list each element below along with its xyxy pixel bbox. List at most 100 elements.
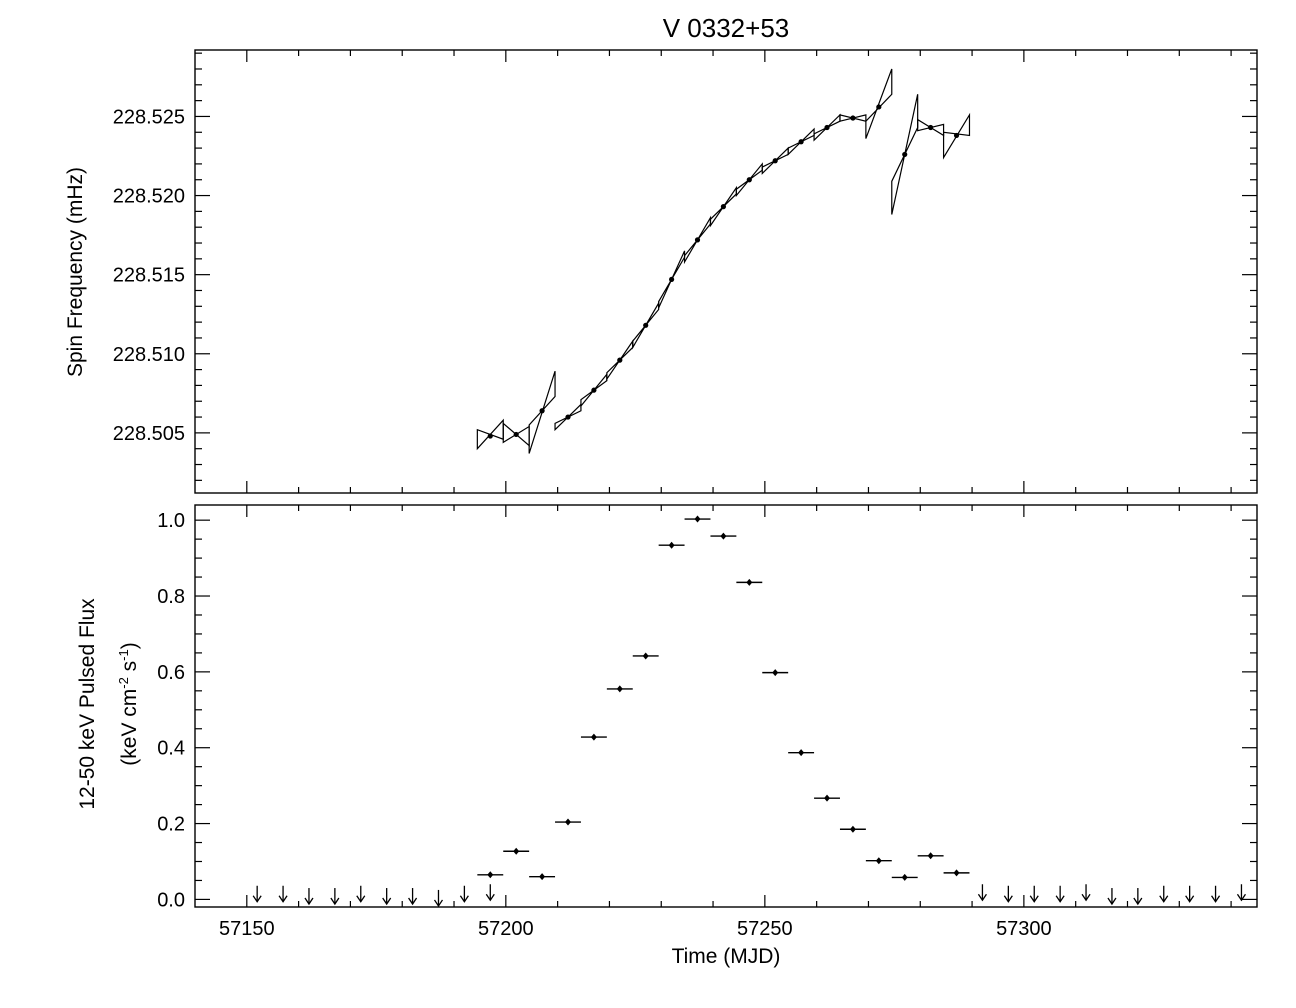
- flux-point: [642, 652, 649, 660]
- upper-limit-arrow-head: [1107, 897, 1117, 906]
- frequency-point: [720, 204, 727, 210]
- flux-point: [564, 818, 571, 826]
- upper-limit-arrow-head: [356, 895, 366, 903]
- flux-point: [513, 847, 520, 855]
- frequency-point: [953, 132, 960, 139]
- upper-limit-arrow-head: [433, 899, 444, 908]
- flux-point: [539, 873, 546, 881]
- frequency-bowtie: [528, 370, 556, 454]
- units-exp1: -2: [116, 677, 131, 689]
- flux-point: [668, 541, 675, 549]
- flux-point: [590, 733, 597, 741]
- bottom-y-axis-units: (keV cm-2 s-1): [116, 642, 141, 765]
- frequency-point: [565, 414, 571, 420]
- upper-limit-arrow-head: [1236, 893, 1247, 902]
- upper-limit-arrow-head: [278, 895, 288, 903]
- units-pre: (keV cm: [118, 689, 141, 766]
- frequency-point: [928, 124, 934, 131]
- y-tick-label: 228.520: [113, 186, 185, 208]
- upper-limit-arrow-head: [1055, 895, 1065, 903]
- upper-limit-arrow-head: [485, 893, 495, 902]
- frequency-point: [772, 158, 778, 164]
- x-axis-title: Time (MJD): [672, 945, 781, 968]
- y-tick-label: 228.525: [113, 106, 185, 128]
- flux-point: [798, 749, 805, 757]
- y-tick-label: 0.0: [157, 889, 185, 911]
- spin-frequency-points: [487, 104, 960, 439]
- frequency-point: [513, 431, 519, 438]
- y-tick-label: 0.6: [157, 662, 185, 684]
- frequency-bowtie: [554, 402, 582, 432]
- flux-point: [694, 515, 701, 523]
- frequency-point: [591, 387, 597, 393]
- frequency-point: [798, 139, 804, 145]
- flux-point: [487, 871, 494, 879]
- x-tick-label: 57300: [996, 918, 1052, 940]
- upper-limit-arrow-head: [304, 897, 314, 906]
- upper-limit-arrow-head: [408, 897, 418, 906]
- flux-point: [772, 669, 779, 677]
- flux-point: [927, 852, 934, 860]
- y-tick-label: 0.8: [157, 586, 185, 608]
- x-tick-label: 57150: [219, 918, 275, 940]
- upper-limit-arrow-head: [1003, 895, 1013, 903]
- upper-limit-arrow-head: [1081, 893, 1091, 902]
- x-tick-label: 57200: [478, 918, 534, 940]
- flux-point: [849, 825, 856, 833]
- frequency-point: [902, 151, 908, 158]
- flux-point: [746, 578, 753, 586]
- flux-point: [953, 869, 960, 877]
- y-tick-label: 0.2: [157, 814, 185, 836]
- bottom-plot-frame: [194, 504, 1258, 908]
- frequency-bowtie: [865, 68, 893, 139]
- pulsed-flux-upper-limits: [252, 884, 1247, 908]
- bottom-axes: 57150 57200 57250 57300 0.0 0.2 0.4 0.6 0.8 1.0: [157, 505, 1257, 940]
- upper-limit-arrow-head: [459, 895, 469, 903]
- units-exp2: -1: [116, 649, 131, 661]
- y-tick-label: 228.510: [113, 344, 185, 366]
- frequency-bowtie: [580, 372, 608, 408]
- frequency-point: [617, 357, 623, 363]
- y-tick-label: 1.0: [157, 510, 185, 532]
- upper-limit-arrow-head: [1133, 897, 1143, 906]
- upper-limit-arrow-head: [382, 897, 392, 906]
- frequency-point: [643, 322, 649, 328]
- units-mid: s: [118, 661, 141, 677]
- upper-limit-arrow-head: [1159, 895, 1169, 903]
- frequency-bowtie: [942, 112, 971, 160]
- bottom-y-axis-title: 12-50 keV Pulsed Flux: [76, 598, 99, 810]
- upper-limit-arrow-head: [977, 893, 987, 902]
- upper-limit-arrow-head: [330, 897, 340, 906]
- upper-limit-arrow-head: [1211, 895, 1221, 903]
- top-plot-frame: [194, 49, 1258, 494]
- flux-point: [616, 685, 623, 693]
- upper-limit-arrow-head: [1029, 895, 1039, 903]
- top-y-axis-title: Spin Frequency (mHz): [64, 167, 87, 377]
- frequency-point: [876, 104, 882, 110]
- spin-frequency-bowties: [476, 68, 971, 454]
- frequency-point: [669, 276, 675, 283]
- flux-point: [824, 794, 831, 802]
- frequency-point: [746, 177, 752, 183]
- upper-limit-arrow-head: [252, 895, 262, 903]
- frequency-point: [539, 408, 545, 414]
- spin-frequency-panel: 228.505 228.510 228.515 228.520 228.525 Spin…: [64, 49, 1258, 494]
- frequency-point: [487, 433, 493, 439]
- flux-point: [901, 873, 908, 881]
- units-post: ): [118, 642, 141, 649]
- frequency-point: [824, 124, 830, 131]
- y-tick-label: 0.4: [157, 738, 185, 760]
- flux-point: [875, 857, 882, 865]
- x-tick-label: 57250: [737, 918, 793, 940]
- pulsed-flux-panel: 57150 57200 57250 57300 0.0 0.2 0.4 0.6 0.8 1.0 1…: [76, 504, 1258, 968]
- frequency-point: [694, 237, 701, 243]
- flux-point: [720, 532, 727, 540]
- top-axes: 228.505 228.510 228.515 228.520 228.525: [113, 50, 1257, 493]
- y-tick-label: 228.515: [113, 265, 185, 287]
- frequency-point: [850, 115, 856, 121]
- chart-title: V 0332+53: [663, 13, 790, 43]
- y-tick-label: 228.505: [113, 423, 185, 445]
- frequency-bowtie: [632, 300, 660, 350]
- pulsed-flux-points: [477, 515, 970, 881]
